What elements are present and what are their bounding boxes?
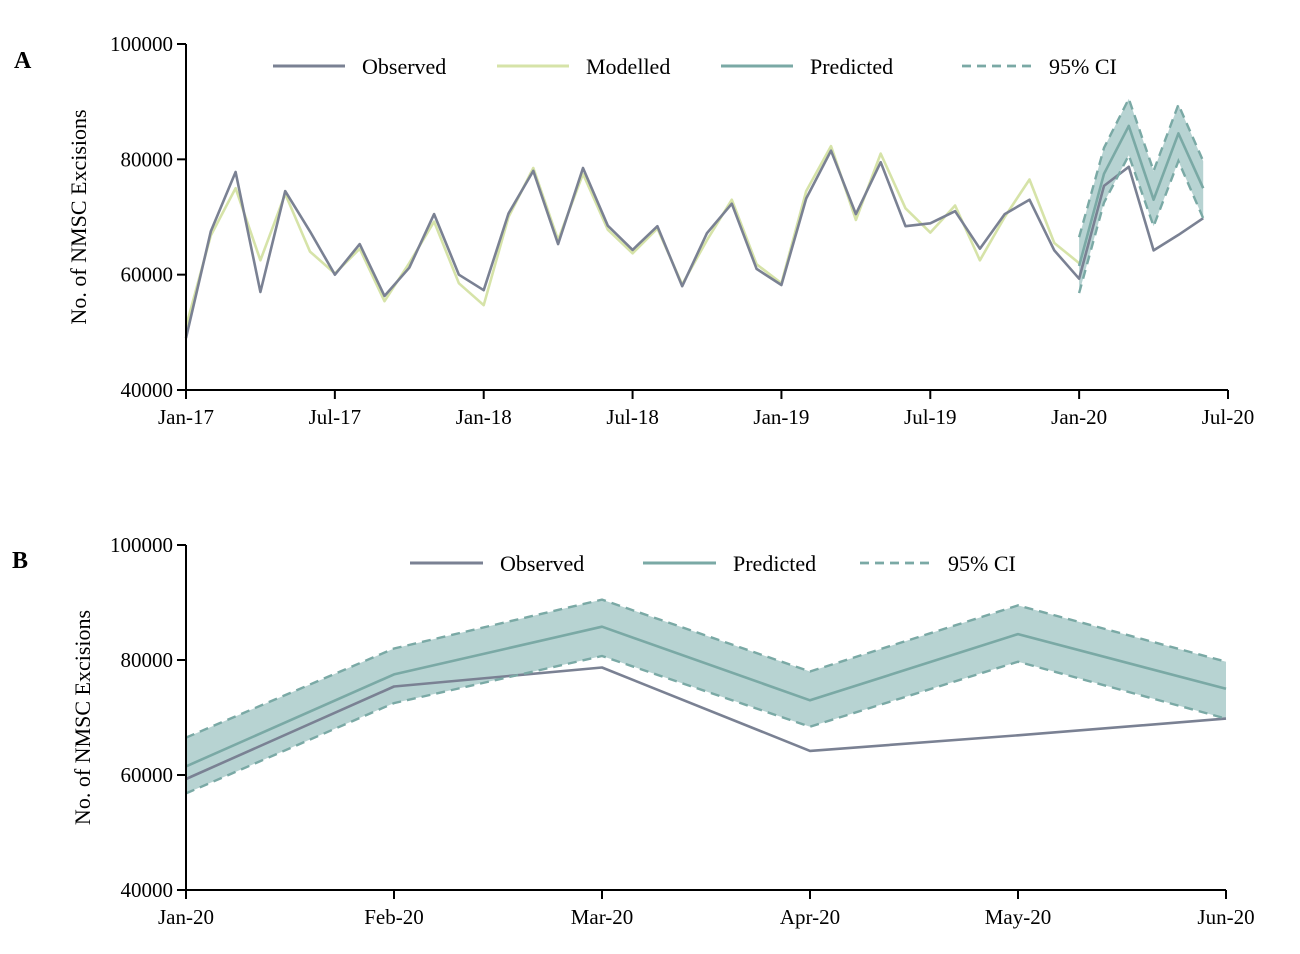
y-tick-label: 60000 [121,263,174,287]
series-line-modelled [184,144,1080,327]
legend: Observed Modelled Predicted 95% CI [273,54,1117,79]
x-tick-label: Apr-20 [780,905,840,929]
x-tick-label: Feb-20 [364,905,424,929]
ci-line-upper [1077,95,1205,238]
legend-item: Observed [410,551,584,576]
ci-line-lower [1077,152,1205,294]
x-tick-label: Jan-18 [456,405,512,429]
x-tick-label: Jul-19 [904,405,957,429]
x-tick-label: Jan-20 [158,905,214,929]
panel-letter: B [12,548,28,574]
legend-label: Predicted [810,54,893,79]
ci-line-lower [185,654,1227,795]
y-tick-label: 80000 [121,648,174,672]
series-line-predicted [185,625,1227,768]
legend-label: Predicted [733,551,816,576]
x-tick-label: Jan-19 [753,405,809,429]
legend-item: 95% CI [860,551,1016,576]
legend-label: Modelled [586,54,670,79]
ci-band [186,599,1226,794]
panel-letter: A [14,48,32,74]
x-tick-label: Jul-18 [606,405,659,429]
series-line-predicted [1077,124,1205,267]
chart-panel-b: B No. of NMSC Excisions 40000 60000 80000 100… [12,533,1255,929]
legend-item: Modelled [497,54,670,79]
legend-item: Predicted [721,54,893,79]
series-line-observed [185,666,1227,781]
legend-label: 95% CI [948,551,1016,576]
legend: Observed Predicted 95% CI [410,551,1016,576]
ci-line-upper [185,598,1227,739]
y-tick-label: 40000 [121,878,174,902]
legend-label: Observed [500,551,584,576]
legend-item: Predicted [643,551,816,576]
y-tick-label: 100000 [110,32,173,56]
legend-item: Observed [273,54,446,79]
plot-area [185,598,1227,795]
y-tick-label: 100000 [110,533,173,557]
x-tick-label: Jan-17 [158,405,214,429]
x-tick-label: Jul-20 [1202,405,1255,429]
x-tick-label: Jun-20 [1197,905,1254,929]
chart-panel-a: A No. of NMSC Excisions 40000 60000 80000 100… [14,32,1254,429]
plot-area [184,95,1205,339]
y-axis-title: No. of NMSC Excisions [70,610,95,825]
legend-label: Observed [362,54,446,79]
x-tick-label: Mar-20 [571,905,634,929]
y-tick-label: 40000 [121,378,174,402]
y-axis-title: No. of NMSC Excisions [66,109,91,324]
x-tick-label: Jan-20 [1051,405,1107,429]
series-line-observed [184,149,1204,339]
x-tick-label: May-20 [985,905,1052,929]
legend-label: 95% CI [1049,54,1117,79]
x-tick-label: Jul-17 [309,405,362,429]
y-tick-label: 80000 [121,147,174,171]
y-tick-label: 60000 [121,763,174,787]
legend-item: 95% CI [962,54,1117,79]
